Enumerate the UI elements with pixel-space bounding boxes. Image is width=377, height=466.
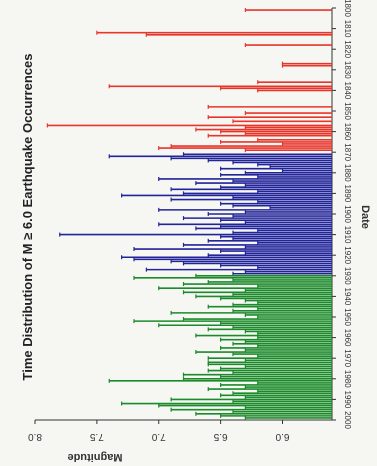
- magnitude-tick-label: 8.0: [28, 431, 42, 442]
- chart-title: Time Distribution of M ≥ 6.0 Earthquake …: [20, 54, 35, 381]
- date-tick-label: 1810: [343, 20, 352, 38]
- date-tick-label: 1880: [343, 164, 352, 182]
- magnitude-tick-label: 6.0: [275, 431, 289, 442]
- date-tick-label: 1940: [343, 288, 352, 306]
- date-tick-label: 1990: [343, 391, 352, 409]
- date-tick-label: 1920: [343, 246, 352, 264]
- date-tick-label: 1980: [343, 370, 352, 388]
- date-tick-label: 1910: [343, 226, 352, 244]
- date-tick-label: 1830: [343, 61, 352, 79]
- x-axis-label: Date: [359, 205, 371, 229]
- date-axis: 1800 1810 1820 1830 1840 1850 1860 1870 1880 1890…: [332, 0, 352, 429]
- plot-area: [35, 8, 333, 421]
- date-tick-label: 1970: [343, 349, 352, 367]
- date-tick-label: 1950: [343, 308, 352, 326]
- date-tick-label: 1960: [343, 329, 352, 347]
- date-tick-label: 1930: [343, 267, 352, 285]
- magnitude-tick-label: 7.5: [89, 431, 103, 442]
- date-tick-label: 1800: [343, 0, 352, 17]
- magnitude-tick-label: 7.0: [151, 431, 165, 442]
- y-axis-label: Magnitude: [68, 451, 123, 463]
- magnitude-axis: 6.0 6.5 7.0 7.5 8.0: [28, 420, 289, 442]
- date-tick-label: 1900: [343, 205, 352, 223]
- date-tick-label: 1860: [343, 123, 352, 141]
- magnitude-tick-label: 6.5: [213, 431, 227, 442]
- date-tick-label: 1870: [343, 143, 352, 161]
- date-tick-label: 2000: [343, 411, 352, 429]
- date-tick-label: 1850: [343, 102, 352, 120]
- date-tick-label: 1840: [343, 82, 352, 100]
- date-tick-label: 1890: [343, 185, 352, 203]
- date-tick-label: 1820: [343, 40, 352, 58]
